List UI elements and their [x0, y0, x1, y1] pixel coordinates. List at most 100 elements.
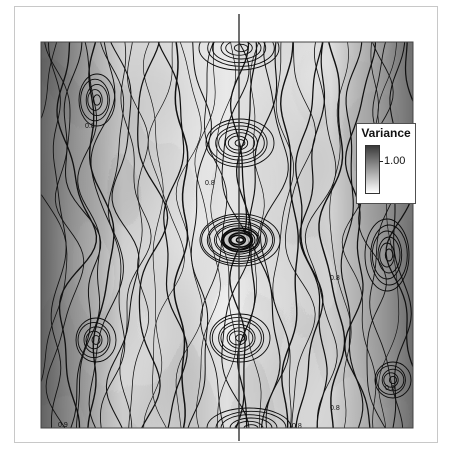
contour-label: 0.8	[85, 123, 95, 130]
contour-ring	[209, 313, 271, 363]
contour-line	[48, 42, 67, 428]
contour-label: 0.8	[292, 423, 302, 430]
contour-ring	[370, 224, 408, 286]
contour-ring	[206, 218, 274, 262]
contour-ring	[205, 118, 275, 168]
contour-label: 0.9	[385, 385, 395, 392]
contour-line	[329, 42, 352, 428]
contour-line	[318, 42, 346, 428]
contour-ring	[376, 365, 406, 395]
contour-ring	[374, 361, 412, 399]
contour-ring	[83, 326, 109, 354]
contour-line	[341, 42, 379, 428]
contour-line	[344, 42, 377, 428]
contour-ring	[371, 230, 403, 280]
contour-ring	[91, 335, 101, 345]
contour-label: 0.9	[58, 422, 68, 429]
contour-line	[157, 42, 188, 428]
contour-lines	[41, 42, 413, 428]
contour-ring	[206, 407, 292, 428]
contour-ring	[228, 330, 248, 346]
contour-label: 0.8	[205, 180, 215, 187]
contour-ring	[211, 316, 265, 360]
contour-line	[137, 42, 169, 428]
contour-line	[272, 42, 294, 428]
colorbar-title: Variance	[361, 126, 411, 140]
contour-line	[175, 42, 203, 428]
contour-line	[340, 42, 364, 428]
contour-ring	[381, 368, 405, 392]
contour-ring	[377, 236, 401, 274]
contour-line	[280, 42, 299, 428]
contour-ring	[87, 89, 103, 111]
contour-ring	[221, 227, 260, 253]
contour-ring	[85, 330, 103, 350]
contour-line	[385, 42, 413, 369]
figure-frame	[14, 6, 438, 443]
contour-ring	[218, 128, 258, 158]
contour-line	[389, 42, 412, 428]
contour-line	[105, 42, 140, 428]
contour-line	[127, 42, 150, 428]
contour-ring	[234, 139, 246, 147]
contour-line	[248, 42, 265, 428]
contour-ring	[208, 220, 268, 260]
contour-line	[56, 42, 98, 428]
contour-ring	[77, 321, 111, 359]
contour-line	[295, 42, 324, 428]
contour-ring	[364, 218, 410, 292]
contour-ring	[80, 78, 110, 122]
colorbar-legend: Variance 1.00	[356, 123, 416, 204]
contour-labels: 0.8 0.8 0.8 0.8 0.9 0.9 0.8	[58, 123, 395, 430]
contour-ring	[215, 125, 265, 161]
contour-line	[119, 42, 152, 428]
colorbar-gradient	[365, 145, 380, 194]
contour-line	[88, 42, 124, 428]
plot-area: 0.8 0.8 0.8 0.8 0.9 0.9 0.8	[41, 42, 413, 430]
contour-ring	[235, 334, 245, 342]
contour-line	[41, 42, 68, 384]
contour-ring	[229, 234, 247, 246]
contour-label: 0.8	[330, 275, 340, 282]
contour-line	[142, 42, 164, 428]
contour-line	[304, 42, 338, 428]
contour-ring	[207, 42, 275, 67]
contour-ring	[224, 132, 256, 154]
contour-line	[358, 42, 394, 428]
contour-ring	[220, 42, 262, 60]
contour-ring	[229, 417, 273, 428]
contour-ring	[220, 414, 278, 428]
contour-ring	[201, 215, 275, 265]
contour-ring	[92, 94, 102, 106]
contour-ring	[388, 375, 398, 385]
contour-line	[377, 42, 400, 428]
contour-label: 0.8	[330, 405, 340, 412]
contour-ring	[383, 372, 399, 388]
contour-ring	[199, 213, 281, 267]
contour-line	[200, 42, 228, 428]
contour-line	[260, 42, 290, 428]
contour-ring	[222, 229, 254, 251]
contour-ring	[379, 242, 395, 268]
contour-ring	[243, 424, 259, 428]
contour-line	[99, 42, 126, 428]
contour-ring	[228, 232, 252, 248]
contour-line	[44, 42, 85, 428]
plot-border	[40, 41, 414, 429]
contour-ring	[214, 223, 266, 257]
contour-ring	[226, 327, 254, 349]
contour-line	[76, 42, 101, 428]
contour-ring	[215, 225, 261, 255]
contour-ring	[384, 248, 394, 262]
contour-ring	[233, 43, 249, 53]
contour-line	[285, 42, 316, 428]
contour-line	[147, 42, 185, 428]
colorbar-tick-label: 1.00	[384, 155, 406, 167]
contour-ring	[227, 135, 249, 151]
contour-ring	[235, 236, 245, 244]
contour-ring	[75, 317, 117, 363]
contour-ring	[85, 83, 109, 117]
contour-ring	[218, 320, 262, 356]
contour-ring	[78, 73, 116, 127]
